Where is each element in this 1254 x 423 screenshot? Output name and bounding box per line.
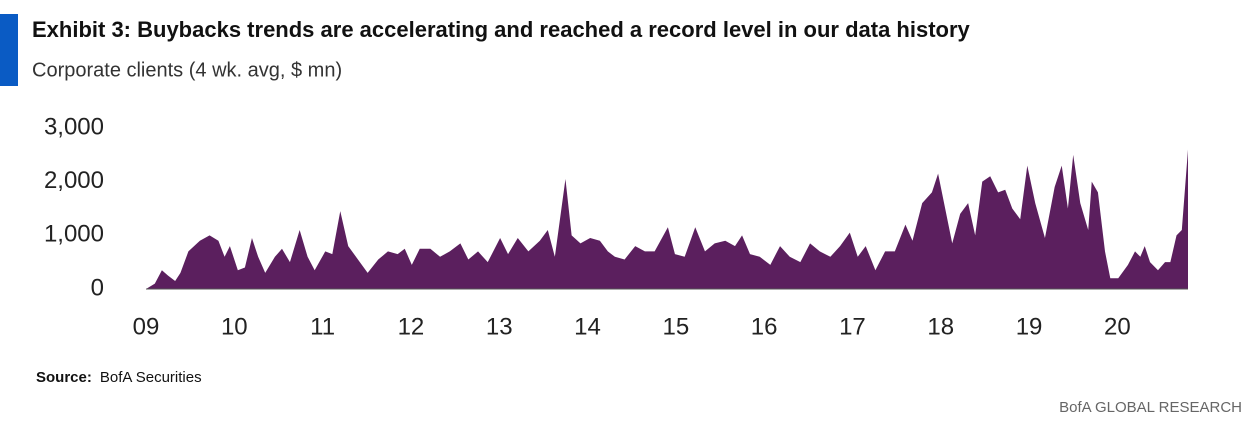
x-tick-label: 10 (221, 313, 248, 340)
x-tick-label: 16 (751, 313, 778, 340)
x-tick-label: 14 (574, 313, 601, 340)
y-tick-label: 1,000 (44, 221, 104, 248)
y-tick-label: 2,000 (44, 167, 104, 194)
x-tick-label: 18 (927, 313, 954, 340)
source: Source: BofA Securities (36, 369, 202, 386)
x-tick-label: 19 (1016, 313, 1043, 340)
footer: BofA GLOBAL RESEARCH (1059, 399, 1242, 416)
chart-title: Exhibit 3: Buybacks trends are accelerat… (32, 17, 971, 42)
x-tick-label: 13 (486, 313, 513, 340)
x-tick-label: 17 (839, 313, 866, 340)
x-tick-label: 20 (1104, 313, 1131, 340)
accent-bar (0, 14, 18, 86)
y-tick-label: 0 (91, 274, 104, 301)
y-tick-label: 3,000 (44, 113, 104, 140)
x-tick-label: 15 (662, 313, 689, 340)
chart-subtitle: Corporate clients (4 wk. avg, $ mn) (32, 59, 342, 81)
area (146, 149, 1188, 289)
x-tick-label: 12 (398, 313, 425, 340)
x-tick-label: 11 (310, 313, 335, 340)
source-text: BofA Securities (100, 369, 202, 386)
x-tick-label: 09 (133, 313, 160, 340)
source-label: Source: (36, 369, 92, 386)
